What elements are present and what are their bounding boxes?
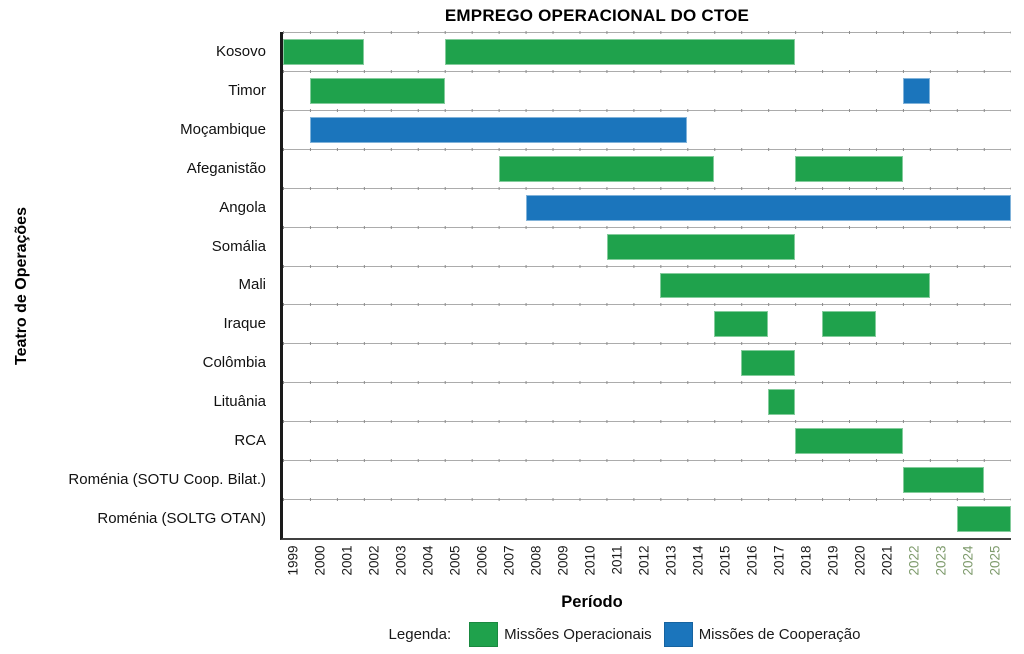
chart-row [283,225,1011,266]
gridline-year-tick-marks [283,225,1011,229]
x-tick-label-2002: 2002 [366,545,382,576]
gantt-bar-op [957,506,1011,532]
gridline-year-tick-marks [283,147,1011,151]
gantt-bar-op [795,428,904,455]
chart-row [283,459,1011,499]
row-label-kosovo: Kosovo [215,42,266,60]
gridline-year-tick-marks [283,420,1011,424]
gantt-bar-coop [309,116,688,143]
x-tick-label-2023: 2023 [933,545,949,576]
x-axis-tick-labels: 1999 2000 2001 2002 2003 2004 2005 2006 2007 2008… [280,540,1008,598]
x-tick-label-2001: 2001 [339,545,355,576]
x-tick-label-2015: 2015 [717,545,733,576]
chart-row [283,186,1011,227]
chart-row [283,342,1011,382]
x-tick-label-2005: 2005 [447,545,463,576]
gridline-year-tick-marks [283,303,1011,307]
x-tick-label-2017: 2017 [771,545,787,576]
legend-prefix-label: Legenda: [388,625,452,643]
x-tick-label-2025: 2025 [987,545,1003,576]
y-axis-category-labels: Kosovo Timor Moçambique Afeganistão Angola So… [0,32,273,538]
gantt-bar-op [822,311,877,338]
x-tick-label-2016: 2016 [744,545,760,576]
x-axis-title: Período [561,593,623,611]
x-tick-label-2003: 2003 [393,545,409,576]
legend-swatch-coop [663,621,693,647]
chart-row [283,420,1011,460]
legend-item-coop: Missões de Cooperação [663,621,861,647]
x-tick-label-1999: 1999 [285,545,301,576]
x-tick-label-2009: 2009 [555,545,571,576]
row-label-rom-nia-soltg-otan: Roménia (SOLTG OTAN) [97,510,266,528]
x-tick-label-2006: 2006 [474,545,490,576]
gantt-bar-op [309,77,445,104]
row-label-rom-nia-sotu-coop-bilat: Roménia (SOTU Coop. Bilat.) [68,471,266,489]
x-tick-label-2020: 2020 [852,545,868,576]
x-tick-label-2021: 2021 [879,545,895,576]
gridline-year-tick-marks [283,498,1011,502]
gantt-bar-op [768,389,796,416]
gantt-bar-op [714,311,769,338]
gantt-bar-op [283,39,364,65]
legend-swatch-op [469,621,499,647]
legend: Legenda: Missões Operacionais Missões de … [0,618,1024,650]
x-tick-label-2024: 2024 [960,545,976,576]
row-label-col-mbia: Colômbia [202,354,266,372]
chart-row [283,381,1011,421]
gantt-bar-op [741,350,796,377]
row-label-angola: Angola [219,198,266,216]
chart-row [283,303,1011,343]
row-label-mo-ambique: Moçambique [180,120,266,138]
gridline-year-tick-marks [283,69,1011,73]
plot-area [280,31,1011,540]
row-label-rca: RCA [234,432,266,450]
row-label-timor: Timor [228,81,266,99]
row-label-afeganist-o: Afeganistão [186,159,266,177]
gridline-year-tick-marks [283,264,1011,268]
legend-label-coop: Missões de Cooperação [698,625,861,643]
chart-row [283,498,1011,538]
gantt-bar-op [903,467,985,494]
x-tick-label-2011: 2011 [609,545,625,575]
gridline-year-tick-marks [283,381,1011,385]
gantt-bar-coop [903,77,931,104]
gridline-year-tick-marks [283,186,1011,190]
chart-row [283,264,1011,305]
x-tick-label-2010: 2010 [582,545,598,576]
x-tick-label-2018: 2018 [798,545,814,576]
x-tick-label-2022: 2022 [906,545,922,576]
chart-row [283,108,1011,149]
x-tick-label-2012: 2012 [636,545,652,576]
gantt-bar-coop [525,194,1011,221]
chart-title: EMPREGO OPERACIONAL DO CTOE [444,6,750,25]
x-tick-label-2004: 2004 [420,545,436,576]
gantt-bar-op [795,155,904,182]
row-label-iraque: Iraque [223,315,266,333]
gantt-bar-op [660,272,931,299]
gantt-bar-op [606,233,796,260]
row-label-litu-nia: Lituânia [213,393,266,411]
x-tick-label-2007: 2007 [501,545,517,576]
legend-item-op: Missões Operacionais [469,621,652,647]
chart-row [283,69,1011,110]
row-label-som-lia: Somália [211,237,266,255]
x-tick-label-2019: 2019 [825,545,841,576]
gantt-bar-op [444,39,796,65]
gridline-year-tick-marks [283,342,1011,346]
gridline-year-tick-marks [283,31,1011,34]
x-tick-label-2008: 2008 [528,545,544,576]
chart-row [283,147,1011,188]
gantt-bar-op [498,155,715,182]
gridline-year-tick-marks [283,108,1011,112]
x-tick-label-2013: 2013 [663,545,679,576]
gridline-year-tick-marks [283,459,1011,463]
x-tick-label-2000: 2000 [312,545,328,576]
legend-label-op: Missões Operacionais [504,625,652,643]
x-tick-label-2014: 2014 [690,545,706,576]
chart-row [283,31,1011,71]
row-label-mali: Mali [238,276,266,294]
